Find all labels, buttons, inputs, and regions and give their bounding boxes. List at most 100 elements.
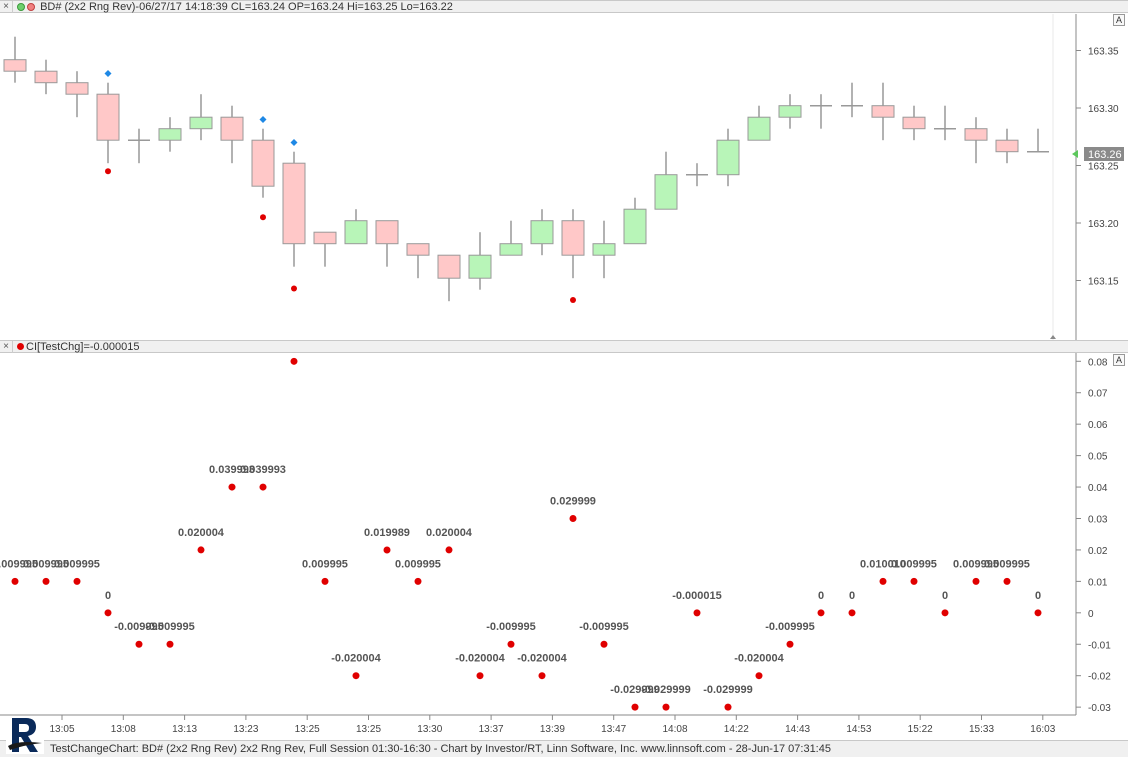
indicator-point [569,514,577,522]
candle [934,105,956,141]
indicator-point [228,483,236,491]
indicator-tick-label: 0.01 [1088,577,1108,588]
footer-text: TestChangeChart: BD# (2x2 Rng Rev) 2x2 R… [50,743,831,755]
indicator-point [693,609,701,617]
time-tick-label: 13:05 [49,724,74,735]
indicator-tick-label: 0.05 [1088,452,1108,463]
signal-marker-blue [259,116,267,123]
indicator-value-label: 0.020004 [426,527,473,539]
indicator-point [538,672,546,680]
price-pane-title: BD# (2x2 Rng Rev)-06/27/17 14:18:39 CL=1… [13,1,453,13]
price-chart: 163.35 163.30 163.25 163.20 163.15 163.26 [3,14,1124,340]
indicator-tick-label: 0.02 [1088,546,1108,557]
time-tick-label: 14:08 [662,724,687,735]
candle-body [654,174,678,210]
candle [406,243,430,279]
time-tick-label: 13:25 [295,724,320,735]
candle-body [158,128,182,141]
price-tick-label: 163.30 [1088,104,1119,115]
indicator-value-label: 0.009995 [891,558,937,570]
candle [344,209,368,245]
close-indicator-pane-icon[interactable]: × [0,340,13,353]
price-pane-header: × BD# (2x2 Rng Rev)-06/27/17 14:18:39 CL… [0,0,1128,13]
indicator-value-label: 0.039993 [240,464,286,476]
indicator-point [197,546,205,554]
time-tick-label: 13:30 [417,724,442,735]
candle [158,117,182,152]
price-pane-autoscale-button[interactable]: A [1113,14,1125,26]
indicator-value-label: -0.000015 [672,590,722,602]
indicator-point [414,577,422,585]
time-tick-label: 13:39 [540,724,565,735]
indicator-tick-label: 0.08 [1088,357,1108,368]
indicator-value-label: 0.009995 [23,558,69,570]
candle-body [344,220,368,245]
indicator-point [135,640,143,648]
indicator-value-label: 0.009995 [302,558,348,570]
indicator-value-label: -0.009995 [145,621,195,633]
indicator-point [445,546,453,554]
indicator-value-label: 0.019989 [364,527,410,539]
indicator-tick-label: 0.07 [1088,389,1108,400]
candle-body [3,59,27,72]
indicator-value-label: 0.009995 [984,558,1030,570]
indicator-point [755,672,763,680]
time-tick-label: 13:08 [111,724,136,735]
indicator-point [1034,609,1042,617]
candle [623,197,647,245]
candle-body [189,116,213,130]
time-tick-label: 15:22 [908,724,933,735]
indicator-point [507,640,515,648]
indicator-point [600,640,608,648]
indicator-value-label: 0.029999 [550,495,596,507]
candle-body [747,116,771,141]
indicator-point [910,577,918,585]
candle [282,151,306,267]
candle-body [468,254,492,279]
chart-footer: TestChangeChart: BD# (2x2 Rng Rev) 2x2 R… [0,740,1128,757]
indicator-point [879,577,887,585]
close-price-pane-icon[interactable]: × [0,0,13,13]
candle [251,128,275,198]
candle-body [964,128,988,141]
indicator-value-label: 0.010010 [860,558,906,570]
indicator-point [848,609,856,617]
candle [530,209,554,256]
time-tick-label: 15:33 [969,724,994,735]
candle [747,105,771,141]
indicator-value-label: 0.009995 [395,558,441,570]
indicator-tick-label: -0.03 [1088,703,1111,714]
indicator-value-label: 0.039993 [209,464,255,476]
signal-marker-blue [290,139,298,146]
time-tick-label: 13:25 [356,724,381,735]
candle-body [623,208,647,245]
indicator-point [290,357,298,365]
indicator-point [259,483,267,491]
candle [468,232,492,290]
candle [437,254,461,302]
time-tick-label: 13:13 [172,724,197,735]
indicator-value-label: -0.029999 [703,684,753,696]
candle [964,117,988,164]
indicator-color-icon [17,343,24,351]
candle [128,128,150,164]
last-price-box [1084,147,1124,161]
signal-marker-red [105,168,111,175]
candle-body [561,220,585,256]
candle-body [406,243,430,256]
indicator-tick-label: 0.03 [1088,514,1108,525]
indicator-value-label: -0.029999 [610,684,660,696]
candle-body [530,220,554,245]
indicator-point [383,546,391,554]
candle [810,94,832,129]
indicator-value-label: 0.009995 [0,558,38,570]
candle-body [34,70,58,84]
indicator-point [352,672,360,680]
indicator-point [11,577,19,585]
indicator-value-label: 0 [1035,590,1041,602]
last-price-label: 163.26 [1088,149,1122,161]
indicator-pane-autoscale-button[interactable]: A [1113,354,1125,366]
candle-body [282,162,306,245]
candle [34,59,58,95]
candle-body [778,105,802,118]
